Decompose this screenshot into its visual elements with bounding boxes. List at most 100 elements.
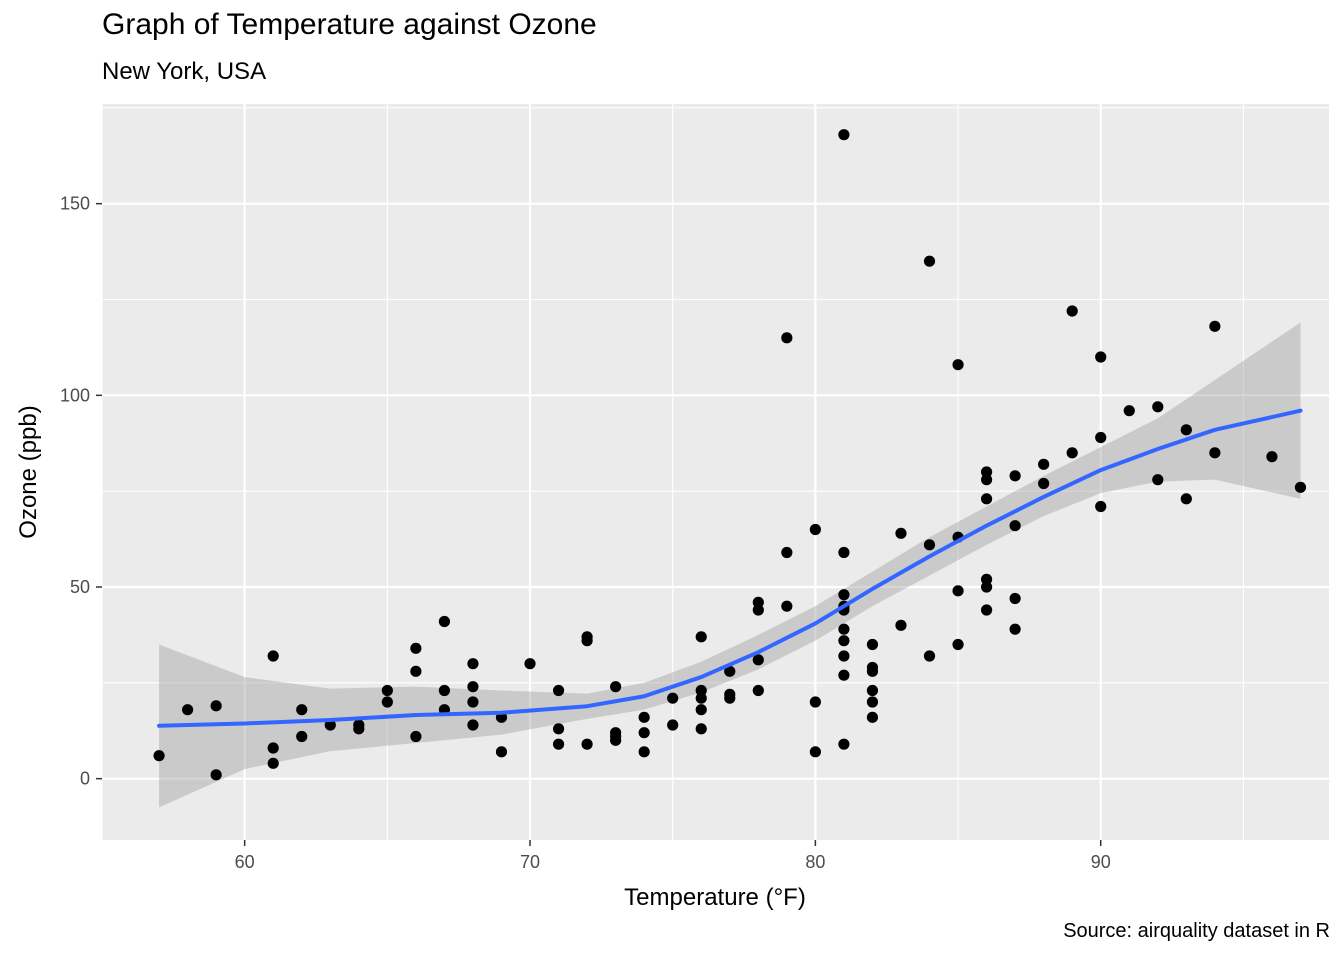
data-point [752, 654, 764, 666]
data-point [781, 600, 793, 612]
data-point [1294, 481, 1307, 493]
data-point [752, 684, 764, 697]
data-point [980, 573, 993, 585]
x-axis-title: Temperature (°F) [624, 884, 806, 911]
data-point [980, 604, 993, 616]
data-points [153, 129, 1307, 781]
data-point [610, 734, 622, 746]
data-point [895, 527, 907, 539]
data-point [695, 704, 707, 716]
data-point [695, 684, 707, 697]
data-point [1095, 500, 1107, 513]
data-point [324, 719, 336, 731]
data-point [695, 631, 707, 643]
data-point [695, 692, 707, 704]
data-point [638, 727, 650, 739]
data-point [809, 696, 821, 708]
chart-subtitle: New York, USA [102, 58, 267, 85]
data-point [809, 523, 821, 536]
minor-gridlines [101, 104, 1329, 840]
data-point [296, 730, 308, 743]
data-point [1266, 451, 1278, 463]
data-point [923, 650, 936, 662]
data-point [1009, 623, 1021, 635]
data-point [296, 704, 308, 716]
data-point [667, 692, 679, 704]
data-point [1009, 520, 1021, 532]
data-point [781, 546, 793, 559]
data-point [353, 723, 365, 735]
data-point [781, 332, 793, 344]
data-point [1038, 477, 1050, 490]
data-point [552, 738, 565, 750]
smooth-line [157, 408, 1303, 728]
data-point [524, 658, 536, 670]
data-point [153, 750, 165, 762]
data-point [838, 546, 850, 559]
data-point [1209, 320, 1221, 332]
data-point [1180, 493, 1192, 505]
axis-ticks: 60 70 80 90 0 50 100 150 [60, 194, 1111, 872]
data-point [923, 539, 936, 551]
data-point [581, 635, 593, 647]
x-tick-label: 60 [235, 852, 255, 872]
data-point [210, 700, 222, 712]
data-point [1123, 405, 1135, 417]
data-point [467, 719, 479, 731]
data-point [952, 585, 964, 597]
data-point [838, 738, 850, 750]
data-point [838, 589, 850, 601]
data-point [866, 665, 879, 677]
data-point [667, 719, 679, 731]
chart-caption: Source: airquality dataset in R [1063, 920, 1330, 942]
data-point [438, 615, 451, 628]
data-point [838, 650, 850, 662]
data-point [1209, 447, 1221, 459]
data-point [752, 596, 764, 608]
data-point [467, 681, 479, 693]
data-point [1180, 424, 1192, 436]
data-point [724, 692, 736, 704]
y-axis-title: Ozone (ppb) [15, 405, 42, 538]
data-point [267, 650, 279, 662]
data-point [552, 684, 565, 697]
data-point [381, 684, 393, 697]
y-tick-label: 0 [80, 769, 90, 789]
data-point [752, 604, 764, 616]
data-point [695, 723, 707, 735]
data-point [1066, 447, 1078, 459]
data-point [980, 474, 993, 486]
data-point [410, 730, 422, 743]
data-point [952, 359, 964, 371]
data-point [467, 696, 479, 708]
data-point [410, 665, 422, 677]
data-point [838, 635, 850, 647]
y-tick-label: 150 [60, 194, 90, 214]
data-point [1009, 470, 1021, 482]
data-point [838, 669, 850, 681]
data-point [610, 681, 622, 693]
data-point [467, 658, 479, 670]
data-point [267, 757, 279, 769]
data-point [1095, 431, 1107, 444]
y-tick-label: 50 [70, 577, 90, 597]
data-point [1152, 401, 1164, 413]
data-point [895, 619, 907, 631]
data-point [267, 742, 279, 754]
data-point [552, 723, 565, 735]
data-point [1009, 592, 1021, 605]
data-point [381, 696, 393, 708]
data-point [182, 704, 194, 716]
data-point [495, 746, 508, 758]
data-point [980, 581, 993, 593]
data-point [581, 738, 593, 750]
data-point [838, 623, 850, 635]
x-tick-label: 80 [805, 852, 825, 872]
data-point [1038, 458, 1050, 470]
plot-panel [102, 104, 1329, 840]
data-point [866, 696, 879, 708]
data-point [1152, 474, 1164, 486]
x-tick-label: 70 [520, 852, 540, 872]
data-point [866, 638, 879, 651]
